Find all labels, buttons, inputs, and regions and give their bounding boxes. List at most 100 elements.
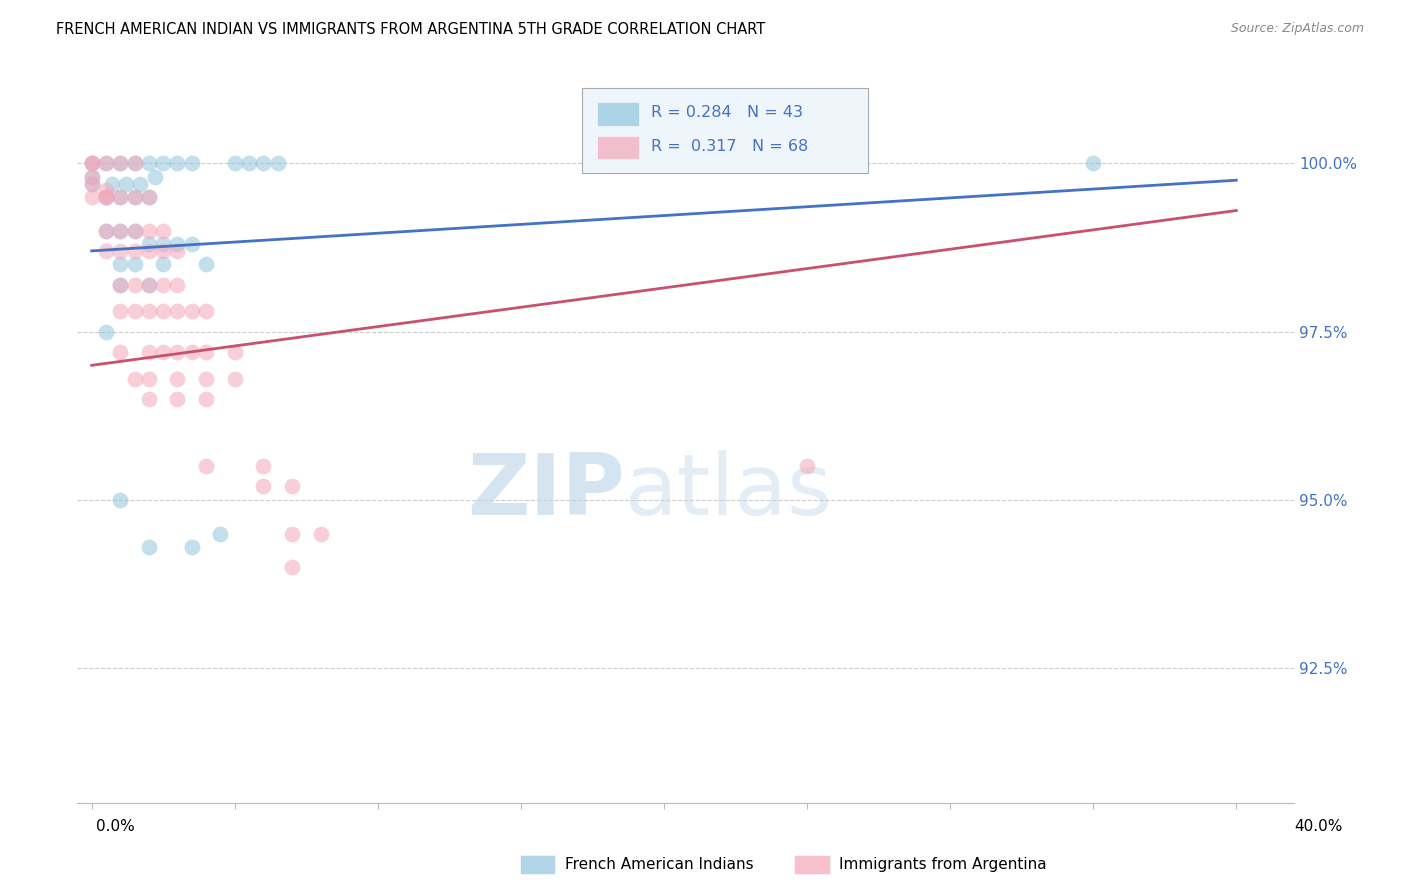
Point [796,459,818,474]
Point [224,344,246,359]
Point [152,224,174,238]
Point [80,190,103,204]
Point [195,392,218,406]
Point [166,392,188,406]
Point [80,169,103,184]
Point [124,277,146,292]
Point [110,224,132,238]
Point [138,392,160,406]
Point [124,224,146,238]
Point [124,304,146,318]
Point [110,156,132,170]
Point [152,257,174,271]
Point [110,190,132,204]
Point [138,190,160,204]
Text: ZIP: ZIP [467,450,624,533]
Point [166,304,188,318]
Point [80,156,103,170]
Text: French American Indians: French American Indians [565,857,754,871]
Point [138,372,160,386]
Text: atlas: atlas [624,450,832,533]
Point [138,190,160,204]
Point [138,277,160,292]
Point [238,156,260,170]
Point [152,277,174,292]
Point [110,277,132,292]
Point [166,277,188,292]
Point [124,244,146,258]
Point [80,156,103,170]
Text: 0.0%: 0.0% [96,819,135,834]
Text: 40.0%: 40.0% [1295,819,1343,834]
Point [252,459,274,474]
Point [110,244,132,258]
Text: Source: ZipAtlas.com: Source: ZipAtlas.com [1230,22,1364,36]
Point [80,177,103,191]
Point [138,156,160,170]
Point [224,372,246,386]
Text: R =  0.317   N = 68: R = 0.317 N = 68 [651,138,808,153]
Point [94,156,117,170]
Point [195,257,218,271]
Point [138,344,160,359]
Point [129,177,152,191]
Point [152,237,174,252]
Point [94,183,117,197]
Point [94,156,117,170]
Point [124,190,146,204]
Point [195,344,218,359]
FancyBboxPatch shape [596,136,640,160]
Point [110,344,132,359]
Point [166,244,188,258]
Point [143,169,166,184]
Point [281,526,304,541]
Point [124,190,146,204]
Point [110,156,132,170]
Point [138,237,160,252]
Point [309,526,332,541]
Point [94,224,117,238]
Point [152,304,174,318]
Point [266,156,288,170]
Point [124,372,146,386]
Point [94,244,117,258]
Point [124,224,146,238]
Point [138,224,160,238]
Point [124,257,146,271]
Point [94,190,117,204]
Point [166,156,188,170]
Point [80,177,103,191]
Point [115,177,138,191]
Point [110,304,132,318]
Point [80,169,103,184]
Point [166,237,188,252]
Point [152,344,174,359]
Point [252,156,274,170]
Point [110,492,132,507]
Point [180,540,202,554]
Point [710,156,733,170]
Point [138,540,160,554]
Point [124,156,146,170]
Point [195,304,218,318]
Point [80,156,103,170]
Point [224,156,246,170]
Point [166,344,188,359]
Text: FRENCH AMERICAN INDIAN VS IMMIGRANTS FROM ARGENTINA 5TH GRADE CORRELATION CHART: FRENCH AMERICAN INDIAN VS IMMIGRANTS FRO… [56,22,765,37]
FancyBboxPatch shape [596,103,640,126]
Point [100,177,122,191]
Point [209,526,232,541]
Point [138,277,160,292]
Point [180,344,202,359]
Point [166,372,188,386]
Point [180,304,202,318]
Point [281,479,304,493]
Point [110,190,132,204]
Point [152,156,174,170]
Point [110,257,132,271]
Point [110,224,132,238]
Point [195,459,218,474]
Point [138,244,160,258]
Point [94,190,117,204]
Point [110,277,132,292]
